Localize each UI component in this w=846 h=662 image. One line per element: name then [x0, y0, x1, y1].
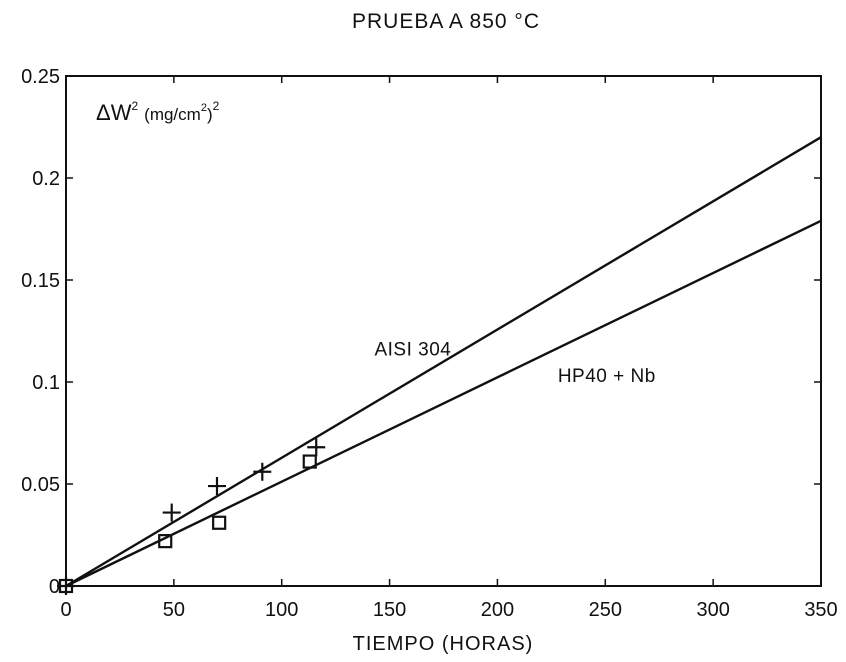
- y-label-units-close: ): [207, 105, 213, 124]
- x-tick-label: 50: [163, 599, 185, 621]
- y-label-delta: Δ: [96, 100, 111, 125]
- y-tick-label: 0.25: [21, 66, 60, 88]
- point-plus: [162, 503, 181, 522]
- point-square: [58, 578, 74, 594]
- point-square: [302, 454, 317, 469]
- y-label-units-open: (mg/cm: [144, 105, 201, 124]
- point-plus: [307, 438, 326, 457]
- y-label-units-sup: 2: [201, 102, 207, 114]
- y-tick-label: 0: [49, 576, 60, 598]
- fit-line-series-0: [65, 136, 822, 588]
- fit-line-series-1: [65, 219, 822, 588]
- chart-title: PRUEBA A 850 °C: [352, 10, 540, 33]
- series-label: HP40 + Nb: [558, 366, 656, 387]
- y-label-outer-sup: 2: [213, 99, 220, 113]
- y-tick-label: 0.15: [21, 270, 60, 292]
- y-axis-label: ΔW2 (mg/cm2)2: [96, 99, 220, 125]
- fit-lines: [65, 136, 822, 588]
- data-markers: [57, 438, 326, 595]
- x-tick-label: 100: [265, 599, 298, 621]
- x-axis: 0 50 100 150 200 250 300 350: [60, 76, 838, 621]
- y-tick-label: 0.2: [32, 168, 60, 190]
- point-square: [212, 515, 227, 530]
- plot-frame: [65, 75, 822, 587]
- x-axis-label: TIEMPO (HORAS): [353, 633, 534, 655]
- series-annotations: AISI 304 HP40 + Nb: [374, 339, 655, 387]
- point-square: [158, 534, 173, 549]
- y-axis: 0 0.05 0.1 0.15 0.2 0.25: [21, 66, 821, 598]
- x-tick-label: 350: [804, 599, 837, 621]
- point-plus: [208, 477, 226, 496]
- x-tick-label: 150: [373, 599, 406, 621]
- point-plus: [253, 462, 272, 481]
- y-label-w: W: [111, 100, 132, 125]
- series-label: AISI 304: [374, 339, 451, 360]
- y-tick-label: 0.1: [32, 372, 60, 394]
- x-tick-label: 0: [60, 599, 71, 621]
- x-tick-label: 300: [696, 599, 729, 621]
- y-tick-label: 0.05: [21, 474, 60, 496]
- y-label-w-sup: 2: [131, 99, 138, 113]
- x-tick-label: 250: [589, 599, 622, 621]
- x-tick-label: 200: [481, 599, 514, 621]
